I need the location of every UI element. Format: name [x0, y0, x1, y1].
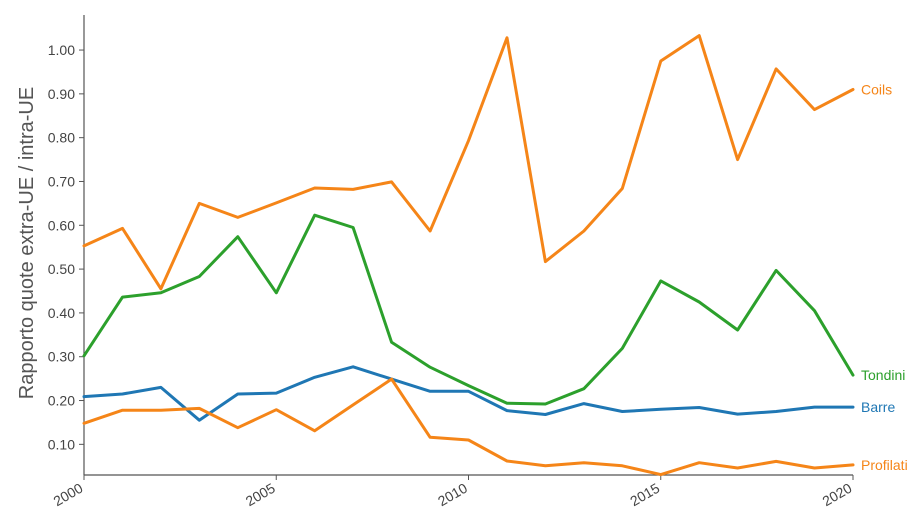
x-tick-label: 2000 [51, 480, 86, 510]
y-axis-label: Rapporto quote extra-UE / intra-UE [16, 87, 38, 399]
axes: 0.10 0.20 0.30 0.40 0.50 0.60 0.70 0.80 0.90 1.00… [48, 15, 855, 509]
y-tick-label: 0.10 [48, 436, 75, 452]
series-label-coils: Coils [861, 81, 892, 97]
series-lines [82, 34, 855, 477]
series-line-coils [82, 34, 855, 291]
series-line-barre [82, 365, 855, 422]
x-tick-label: 2015 [627, 480, 662, 510]
y-tick-label: 0.80 [48, 130, 75, 146]
series-line-tondini [82, 213, 855, 406]
y-tick-label: 0.20 [48, 393, 75, 409]
series-label-barre: Barre [861, 399, 895, 415]
series-label-tondini: Tondini [861, 367, 905, 383]
y-tick-label: 0.90 [48, 86, 75, 102]
series-labels: Coils Tondini Barre Profilati [861, 81, 908, 472]
series-line-profilati [82, 377, 855, 477]
y-tick-label: 0.40 [48, 305, 75, 321]
x-tick-label: 2020 [820, 480, 855, 510]
x-tick-label: 2010 [435, 480, 470, 510]
x-tick-label: 2005 [243, 480, 278, 510]
y-tick-label: 0.70 [48, 173, 75, 189]
y-tick-label: 0.50 [48, 261, 75, 277]
y-tick-label: 0.30 [48, 349, 75, 365]
series-label-profilati: Profilati [861, 457, 908, 473]
y-tick-label: 1.00 [48, 42, 75, 58]
y-tick-label: 0.60 [48, 217, 75, 233]
